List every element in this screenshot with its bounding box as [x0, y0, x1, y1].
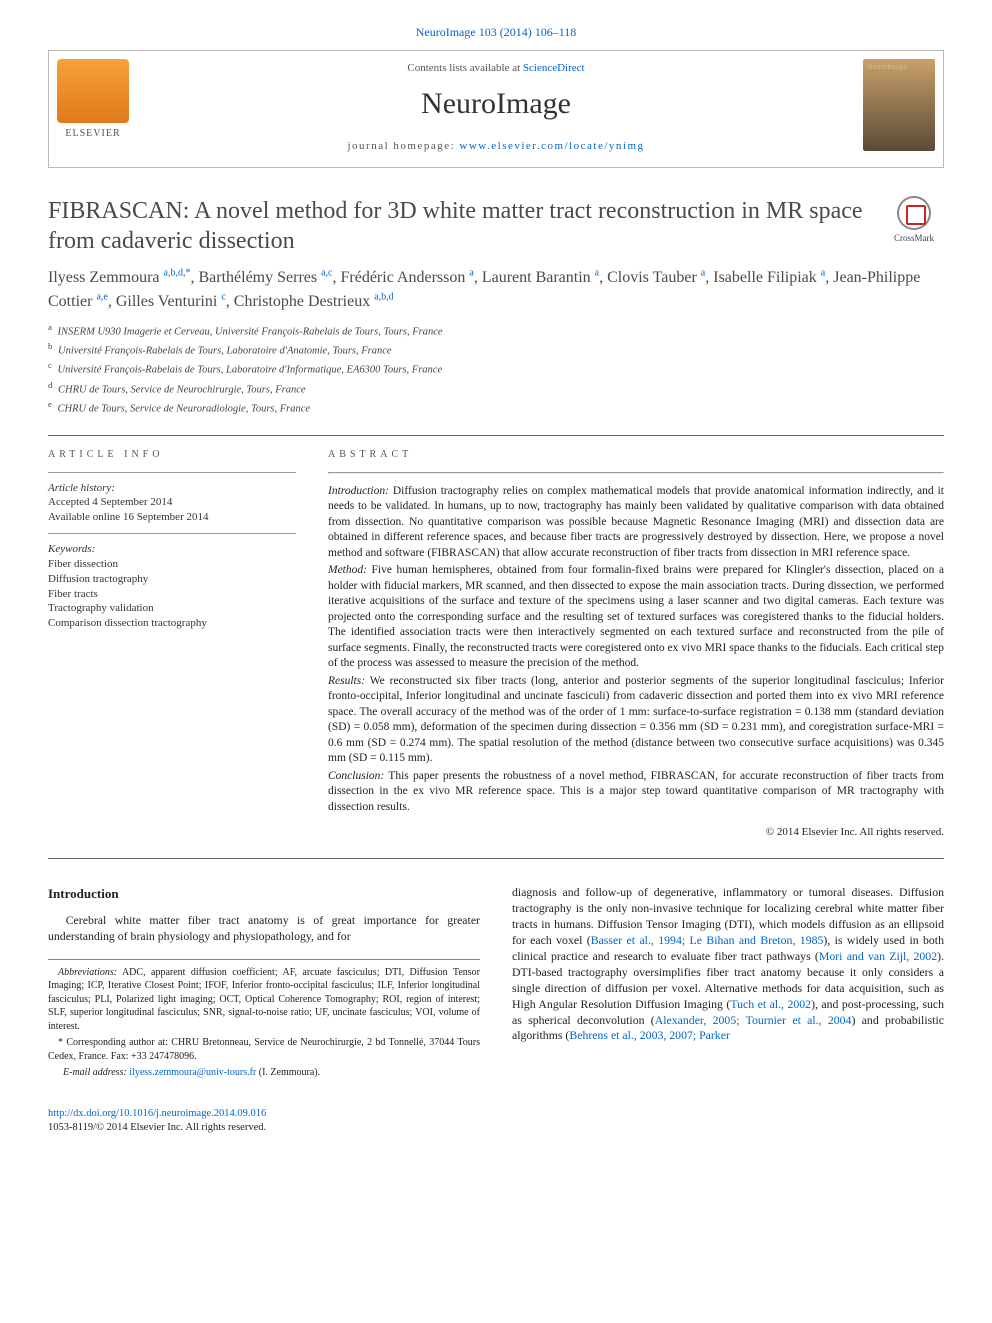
- affiliation: d CHRU de Tours, Service de Neurochirurg…: [48, 379, 944, 398]
- affiliation: e CHRU de Tours, Service de Neuroradiolo…: [48, 398, 944, 417]
- keyword: Fiber dissection: [48, 557, 296, 572]
- citation-link[interactable]: Behrens et al., 2003, 2007; Parker: [569, 1028, 730, 1042]
- elsevier-tree-icon: [57, 59, 129, 123]
- homepage-link[interactable]: www.elsevier.com/locate/ynimg: [459, 140, 644, 152]
- affiliation: b Université François-Rabelais de Tours,…: [48, 340, 944, 359]
- doi-link[interactable]: http://dx.doi.org/10.1016/j.neuroimage.2…: [48, 1108, 266, 1119]
- abstract-body: Introduction: Diffusion tractography rel…: [328, 484, 944, 816]
- email-paren: (I. Zemmoura).: [256, 1067, 320, 1078]
- contents-line: Contents lists available at ScienceDirec…: [149, 61, 843, 76]
- keyword: Diffusion tractography: [48, 572, 296, 587]
- journal-name: NeuroImage: [149, 84, 843, 125]
- author-affil-sup: a,b,d: [374, 291, 393, 302]
- email-label: E-mail address:: [63, 1067, 127, 1078]
- keyword: Fiber tracts: [48, 587, 296, 602]
- intro-paragraph-2: diagnosis and follow-up of degenerative,…: [512, 885, 944, 1044]
- author: , Laurent Barantin: [474, 269, 595, 286]
- affiliation: a INSERM U930 Imagerie et Cerveau, Unive…: [48, 321, 944, 340]
- abstract-section: Method: Five human hemispheres, obtained…: [328, 563, 944, 672]
- intro-paragraph: Cerebral white matter fiber tract anatom…: [48, 913, 480, 945]
- issn-line: 1053-8119/© 2014 Elsevier Inc. All right…: [48, 1121, 944, 1135]
- article-title: FIBRASCAN: A novel method for 3D white m…: [48, 196, 872, 256]
- citation-link[interactable]: Alexander, 2005; Tournier et al., 2004: [655, 1013, 852, 1027]
- author-affil-sup: a,e: [96, 291, 107, 302]
- author-list: Ilyess Zemmoura a,b,d,*, Barthélémy Serr…: [48, 266, 944, 312]
- abstract-column: abstract Introduction: Diffusion tractog…: [328, 448, 944, 840]
- author: , Frédéric Andersson: [333, 269, 470, 286]
- introduction-heading: Introduction: [48, 885, 480, 903]
- online-date: Available online 16 September 2014: [48, 510, 296, 525]
- affiliations: a INSERM U930 Imagerie et Cerveau, Unive…: [48, 321, 944, 417]
- divider: [48, 858, 944, 859]
- sciencedirect-link[interactable]: ScienceDirect: [523, 62, 585, 74]
- abstract-section: Conclusion: This paper presents the robu…: [328, 769, 944, 816]
- corr-text: Corresponding author at: CHRU Bretonneau…: [48, 1037, 480, 1062]
- divider: [48, 435, 944, 436]
- body-col-left: Introduction Cerebral white matter fiber…: [48, 885, 480, 1082]
- elsevier-logo: ELSEVIER: [57, 59, 129, 151]
- keywords-list: Fiber dissectionDiffusion tractographyFi…: [48, 557, 296, 631]
- homepage-line: journal homepage: www.elsevier.com/locat…: [149, 139, 843, 154]
- history-label: Article history:: [48, 481, 296, 496]
- accepted-date: Accepted 4 September 2014: [48, 495, 296, 510]
- footer: http://dx.doi.org/10.1016/j.neuroimage.2…: [48, 1107, 944, 1135]
- body-columns: Introduction Cerebral white matter fiber…: [48, 885, 944, 1082]
- footnotes: Abbreviations: ADC, apparent diffusion c…: [48, 959, 480, 1080]
- author: , Isabelle Filipiak: [705, 269, 821, 286]
- article-info-heading: article info: [48, 448, 296, 462]
- journal-cover: [863, 59, 935, 151]
- email-link[interactable]: ilyess.zemmoura@univ-tours.fr: [127, 1067, 256, 1078]
- abstract-heading: abstract: [328, 448, 944, 462]
- citation-link[interactable]: Mori and van Zijl, 2002: [819, 949, 937, 963]
- top-citation: NeuroImage 103 (2014) 106–118: [48, 24, 944, 40]
- author: , Barthélémy Serres: [190, 269, 321, 286]
- keyword: Comparison dissection tractography: [48, 616, 296, 631]
- keyword: Tractography validation: [48, 601, 296, 616]
- crossmark-badge[interactable]: CrossMark: [884, 196, 944, 244]
- top-citation-link[interactable]: NeuroImage 103 (2014) 106–118: [416, 25, 577, 39]
- citation-link[interactable]: Basser et al., 1994; Le Bihan and Breton…: [591, 933, 824, 947]
- author: Ilyess Zemmoura: [48, 269, 164, 286]
- abstract-section: Results: We reconstructed six fiber trac…: [328, 674, 944, 767]
- citation-link[interactable]: Tuch et al., 2002: [730, 997, 811, 1011]
- keywords-label: Keywords:: [48, 542, 296, 557]
- article-info-column: article info Article history: Accepted 4…: [48, 448, 296, 840]
- crossmark-icon: [897, 196, 931, 230]
- author: , Gilles Venturini: [108, 293, 221, 310]
- author: , Clovis Tauber: [599, 269, 701, 286]
- affiliation: c Université François-Rabelais de Tours,…: [48, 359, 944, 378]
- abstract-copyright: © 2014 Elsevier Inc. All rights reserved…: [328, 825, 944, 840]
- author-affil-sup: a,b,d,*: [164, 268, 191, 279]
- author-affil-sup: a,c: [321, 268, 332, 279]
- author: , Christophe Destrieux: [226, 293, 374, 310]
- abbrev-label: Abbreviations:: [58, 967, 117, 978]
- abstract-section: Introduction: Diffusion tractography rel…: [328, 484, 944, 562]
- elsevier-label: ELSEVIER: [57, 127, 129, 141]
- body-col-right: diagnosis and follow-up of degenerative,…: [512, 885, 944, 1082]
- journal-header: ELSEVIER Contents lists available at Sci…: [48, 50, 944, 168]
